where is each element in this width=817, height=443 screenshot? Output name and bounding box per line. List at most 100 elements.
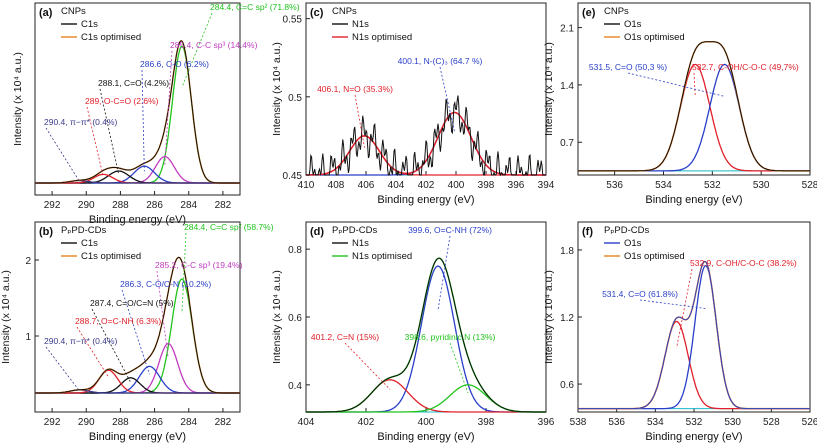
peak-label: 290.4, π−π* (0.4%)	[44, 117, 118, 127]
legend-label: C1s	[81, 19, 98, 30]
x-tick-label: 398	[478, 417, 495, 428]
x-tick-label: 290	[78, 417, 95, 428]
sample-name: PₚPD-CDs	[332, 225, 377, 236]
x-tick-label: 292	[44, 200, 61, 211]
panel-d: 404 402 400 398 396 0.4 0.6 0.8 Binding energy (…	[271, 221, 555, 443]
y-tick-label: 0.4	[288, 381, 302, 392]
peak-leader	[164, 50, 173, 165]
sample-name: CNPs	[332, 6, 357, 17]
peak-label: 406.1, N=O (35.3%)	[317, 84, 393, 94]
x-tick-label: 530	[724, 417, 741, 428]
peak-leader	[99, 88, 120, 175]
peak-label: 290.4, π−π* (0.4%)	[44, 336, 118, 346]
peak-leader	[437, 235, 451, 310]
peak-leader	[676, 268, 693, 348]
y-axis-label: Intensity (x 10⁴ a.u.)	[543, 270, 555, 364]
x-tick-label: 532	[704, 180, 721, 191]
panel-label: (f)	[582, 226, 593, 238]
legend-label: N1s optimised	[352, 251, 412, 262]
raw-data-curve	[306, 257, 546, 413]
panel-label: (d)	[310, 226, 324, 238]
peak-curve	[578, 63, 810, 172]
peak-label: 531.4, C=O (61.8%)	[602, 289, 678, 299]
panel-label: (c)	[310, 7, 324, 19]
y-axis-label: Intensity (x 10⁴ a.u.)	[0, 270, 12, 364]
legend-label: C1s	[81, 238, 98, 249]
peak-leader	[181, 12, 213, 88]
peak-label: 284.4, C=C sp² (71.8%)	[210, 2, 300, 12]
sample-name: CNPs	[604, 6, 629, 17]
y-tick-label: 0.45	[283, 171, 303, 182]
peak-label: 399.6, O=C-NH (72%)	[408, 225, 492, 235]
legend-label: C1s optimised	[81, 32, 141, 43]
peak-leader	[45, 346, 80, 392]
y-tick-label: 2	[25, 256, 31, 267]
x-tick-label: 286	[146, 417, 163, 428]
panel-a: 292 290 288 286 284 282 Binding energy (eV) Int…	[12, 2, 300, 226]
x-axis-label: Binding energy (eV)	[377, 431, 474, 443]
plot-frame	[577, 2, 811, 176]
raw-data-curve	[306, 95, 546, 177]
y-tick-label: 1.4	[560, 81, 574, 92]
panel-label: (b)	[39, 226, 53, 238]
peak-leader	[439, 66, 455, 132]
x-tick-label: 536	[608, 417, 625, 428]
legend-label: O1s optimised	[624, 32, 685, 43]
peak-leader	[627, 72, 725, 97]
raw-data-curve	[578, 260, 810, 410]
sample-name: CNPs	[61, 6, 86, 17]
panel-f: 538 536 534 532 530 528 526 0.6 1.2 1.8 Binding en…	[543, 221, 817, 443]
peak-leader	[121, 289, 150, 375]
legend-label: N1s	[352, 19, 369, 30]
peak-leader	[156, 270, 169, 359]
y-tick-label: 0.6	[288, 313, 302, 324]
x-tick-label: 534	[647, 417, 664, 428]
peak-label: 286.6, C-O (6.2%)	[140, 59, 209, 69]
y-tick-label: 0.7	[560, 138, 574, 149]
x-tick-label: 400	[448, 180, 465, 191]
peak-curve	[578, 63, 810, 172]
peak-label: 532.7, C-OH/C-O-C (49,7%)	[692, 62, 799, 72]
y-axis-label: Intensity (x 10⁴ a.u.)	[271, 42, 283, 136]
x-axis-label: Binding energy (eV)	[89, 431, 186, 443]
legend-label: O1s	[624, 238, 642, 249]
x-axis-label: Binding energy (eV)	[645, 194, 742, 206]
x-tick-label: 406	[358, 180, 375, 191]
x-tick-label: 402	[358, 417, 375, 428]
raw-data-curve	[35, 256, 240, 394]
sample-name: PₚPD-CDs	[61, 225, 106, 236]
x-tick-label: 528	[763, 417, 780, 428]
peak-label: 401.2, C=N (15%)	[311, 332, 379, 342]
x-tick-label: 410	[298, 180, 315, 191]
panel-c: 410 408 406 404 402 400 398 396 394 0.45 0.5 0.55 Bi…	[271, 2, 555, 206]
peak-label: 285.4, C-C sp³ (14.4%)	[170, 40, 258, 50]
raw-data-curve	[35, 40, 240, 184]
panel-label: (a)	[39, 7, 53, 19]
x-tick-label: 396	[538, 417, 555, 428]
x-tick-label: 290	[78, 200, 95, 211]
y-tick-label: 0.8	[288, 245, 302, 256]
x-tick-label: 284	[180, 417, 197, 428]
x-tick-label: 400	[418, 417, 435, 428]
peak-label: 532.9, C-OH/C-O-C (38.2%)	[690, 258, 797, 268]
x-tick-label: 282	[215, 417, 232, 428]
y-tick-label: 0.5	[288, 93, 302, 104]
y-tick-label: 2.1	[560, 24, 574, 35]
x-tick-label: 396	[508, 180, 525, 191]
y-tick-label: 0.55	[283, 15, 303, 26]
x-tick-label: 284	[180, 200, 197, 211]
peak-leader	[45, 127, 80, 182]
panel-b: 292 290 288 286 284 282 1 2 Binding energy (eV) I…	[0, 221, 274, 443]
x-tick-label: 288	[112, 200, 129, 211]
peak-leader	[344, 342, 391, 390]
peak-leader	[181, 232, 187, 314]
y-tick-label: 1.8	[560, 246, 574, 257]
x-tick-label: 402	[418, 180, 435, 191]
legend-label: O1s optimised	[624, 251, 685, 262]
x-tick-label: 398	[478, 180, 495, 191]
y-tick-label: 1.2	[560, 313, 574, 324]
x-tick-label: 526	[802, 417, 817, 428]
x-tick-label: 408	[328, 180, 345, 191]
peak-leader	[354, 94, 365, 148]
peak-curve	[35, 45, 240, 184]
